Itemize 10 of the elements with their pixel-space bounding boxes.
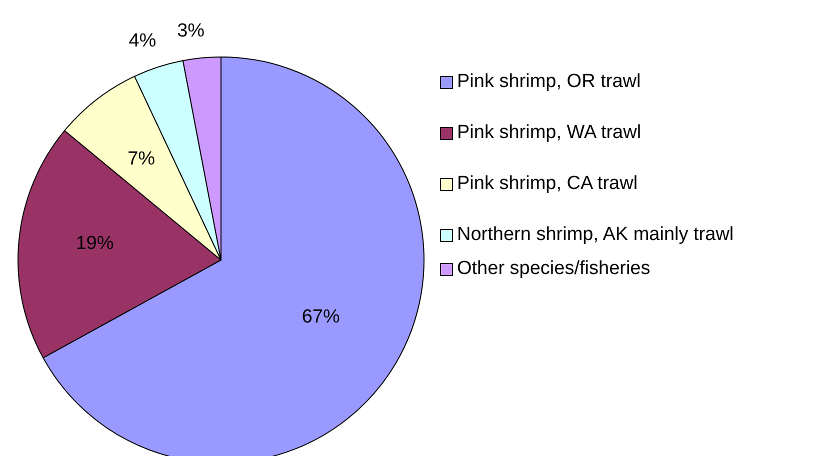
data-label: 7% <box>128 148 156 170</box>
legend-label: Pink shrimp, WA trawl <box>457 121 642 144</box>
data-label: 19% <box>76 233 114 254</box>
legend-label: Other species/fisheries <box>457 257 652 280</box>
legend-label: Pink shrimp, CA trawl <box>457 172 639 195</box>
legend-label: Northern shrimp, AK mainly trawl <box>457 223 735 246</box>
data-label: 67% <box>302 306 340 328</box>
data-label: 4% <box>128 30 156 52</box>
legend-label: Pink shrimp, OR trawl <box>457 70 642 93</box>
data-label: 3% <box>177 20 205 42</box>
